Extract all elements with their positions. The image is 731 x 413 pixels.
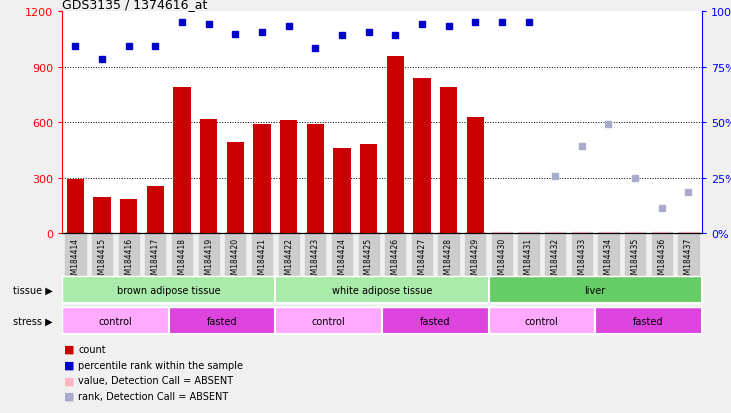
Text: brown adipose tissue: brown adipose tissue	[117, 285, 221, 295]
Text: ■: ■	[64, 344, 75, 354]
Bar	[173, 88, 191, 233]
Bar	[333, 149, 351, 233]
Bar	[200, 120, 217, 233]
Bar	[254, 125, 270, 233]
Bar	[307, 125, 324, 233]
Text: fasted: fasted	[207, 316, 238, 326]
Text: value, Detection Call = ABSENT: value, Detection Call = ABSENT	[78, 375, 233, 385]
Text: stress ▶: stress ▶	[13, 316, 53, 326]
Bar	[488, 277, 702, 304]
Bar	[227, 143, 244, 233]
Text: liver: liver	[585, 285, 606, 295]
Bar	[595, 308, 702, 335]
Bar	[440, 88, 457, 233]
Text: ■: ■	[64, 375, 75, 385]
Text: count: count	[78, 344, 106, 354]
Bar	[147, 186, 164, 233]
Text: fasted: fasted	[633, 316, 664, 326]
Text: GDS3135 / 1374616_at: GDS3135 / 1374616_at	[62, 0, 208, 11]
Bar	[466, 117, 484, 233]
Text: fasted: fasted	[420, 316, 450, 326]
Text: control: control	[311, 316, 346, 326]
Text: rank, Detection Call = ABSENT: rank, Detection Call = ABSENT	[78, 391, 229, 401]
Bar	[488, 308, 595, 335]
Bar	[62, 308, 169, 335]
Bar	[280, 121, 298, 233]
Bar	[360, 145, 377, 233]
Text: percentile rank within the sample: percentile rank within the sample	[78, 360, 243, 370]
Bar	[120, 199, 137, 233]
Text: ■: ■	[64, 391, 75, 401]
Text: control: control	[99, 316, 132, 326]
Bar	[94, 197, 111, 233]
Bar	[169, 308, 276, 335]
Bar	[382, 308, 488, 335]
Bar	[413, 79, 431, 233]
Bar	[67, 180, 84, 233]
Text: white adipose tissue: white adipose tissue	[332, 285, 432, 295]
Bar	[387, 57, 404, 233]
Text: control: control	[525, 316, 558, 326]
Text: tissue ▶: tissue ▶	[12, 285, 53, 295]
Text: ■: ■	[64, 360, 75, 370]
Bar	[276, 308, 382, 335]
Bar	[276, 277, 488, 304]
Bar	[62, 277, 276, 304]
